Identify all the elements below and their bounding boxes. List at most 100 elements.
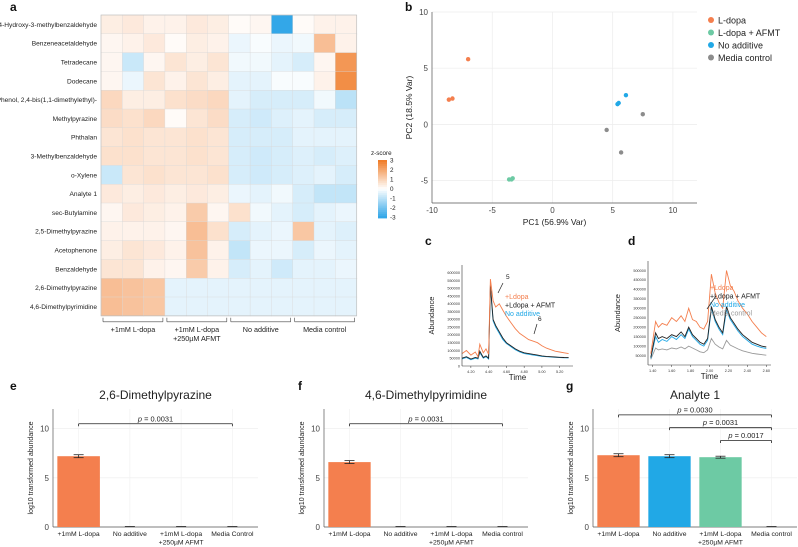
legend-label: L-dopa xyxy=(718,16,746,26)
x-tick-label: 1.80 xyxy=(687,369,694,373)
y-axis-label: log10 transformed abundance xyxy=(28,421,35,514)
heatmap-cell xyxy=(100,296,123,317)
heatmap-cell xyxy=(271,33,294,54)
x-tick-label: -10 xyxy=(426,206,438,215)
heatmap-cell xyxy=(313,202,336,223)
heatmap-cell xyxy=(164,278,187,298)
y-tick-label: 0 xyxy=(316,523,321,532)
heatmap-cell xyxy=(335,33,358,54)
legend-gradient-step xyxy=(378,216,387,219)
heatmap-cell xyxy=(122,33,145,54)
legend-tick: -1 xyxy=(390,196,396,203)
heatmap-cell xyxy=(185,221,208,242)
legend-gradient-step xyxy=(378,208,387,211)
bar-panel-g: Analyte 1 0 5 10 +1mM L-dopa No additive +1mM … xyxy=(568,388,797,547)
legend-gradient-step xyxy=(378,212,387,215)
heatmap-cell xyxy=(207,202,230,223)
trace-line xyxy=(461,278,569,359)
bar-panel-e: 2,6-Dimethylpyrazine 0 5 10 +1mM L-dopa No ad… xyxy=(28,388,258,547)
x-tick-label: 0 xyxy=(550,206,555,215)
y-axis-label: Abundance xyxy=(613,294,622,332)
chart-title: 2,6-Dimethylpyrazine xyxy=(99,388,212,402)
heatmap-cell xyxy=(100,14,123,35)
heatmap-cell xyxy=(185,33,208,54)
x-tick-label: 4.40 xyxy=(485,370,492,374)
heatmap-cell xyxy=(207,240,230,260)
y-tick-label: 500000 xyxy=(447,287,460,291)
heatmap-cell xyxy=(185,278,208,298)
heatmap-cell xyxy=(271,146,294,166)
panel-letter-b: b xyxy=(405,0,412,14)
heatmap-cell xyxy=(292,108,315,129)
legend-gradient-step xyxy=(378,194,387,198)
heatmap-cell xyxy=(122,146,145,166)
heatmap-cell xyxy=(292,296,315,317)
heatmap-cell xyxy=(143,127,166,148)
heatmap-cell xyxy=(100,89,123,110)
heatmap-cell xyxy=(164,240,187,260)
heatmap-cell xyxy=(313,33,336,54)
legend-tick: 3 xyxy=(390,158,394,165)
heatmap-row-label: 3-Methylbenzaldehyde xyxy=(31,154,98,161)
legend-gradient-step xyxy=(378,204,387,207)
heatmap-cell xyxy=(335,127,358,148)
x-tick-label: 10 xyxy=(668,206,677,215)
heatmap-cell xyxy=(228,52,251,72)
legend-gradient-step xyxy=(378,210,387,213)
heatmap-cell xyxy=(122,221,145,242)
legend-gradient-step xyxy=(378,165,387,169)
annotation-label: 5 xyxy=(506,274,510,281)
legend-marker xyxy=(708,17,714,23)
scatter-point xyxy=(510,176,515,181)
heatmap-cell xyxy=(335,89,358,110)
bar xyxy=(648,456,691,527)
trace-line xyxy=(650,337,767,360)
heatmap-cell xyxy=(313,278,336,298)
heatmap-cell xyxy=(143,52,166,72)
scatter-point xyxy=(450,96,455,101)
legend-gradient-step xyxy=(378,169,387,172)
scatter-point xyxy=(623,92,629,98)
y-axis-label: log10 transformed abundance xyxy=(568,421,575,514)
heatmap-cell xyxy=(185,259,208,279)
heatmap-cell xyxy=(185,14,208,35)
p-value: = 0.0017 xyxy=(733,431,764,440)
heatmap-cell xyxy=(249,89,272,110)
y-tick-label: 10 xyxy=(580,425,589,434)
heatmap-cell xyxy=(185,89,208,110)
heatmap-cell xyxy=(100,259,123,279)
heatmap-cell xyxy=(313,296,336,317)
heatmap-cell xyxy=(249,33,272,54)
heatmap-cell xyxy=(207,14,230,35)
y-tick-label: 350000 xyxy=(447,310,460,314)
heatmap-cell xyxy=(164,52,187,72)
heatmap-cell xyxy=(185,183,208,204)
legend-gradient-step xyxy=(378,202,387,205)
heatmap-cell xyxy=(122,183,145,204)
x-tick-label: +1mM L-dopa xyxy=(58,531,100,538)
heatmap-cell xyxy=(207,221,230,242)
heatmap-row-label: 2,5-Dimethylpyrazine xyxy=(35,229,97,236)
y-tick-label: -5 xyxy=(421,177,429,186)
heatmap-cell xyxy=(164,259,187,279)
heatmap-cell xyxy=(335,240,358,260)
heatmap-cell xyxy=(249,202,272,223)
p-value: = 0.0031 xyxy=(142,414,173,423)
p-symbol: p xyxy=(137,414,142,423)
heatmap-cell xyxy=(122,202,145,223)
legend-gradient-step xyxy=(378,189,387,192)
heatmap-cell xyxy=(100,146,123,166)
heatmap-cell xyxy=(100,108,123,129)
heatmap-cell xyxy=(292,127,315,148)
legend-label: No additive xyxy=(710,302,745,309)
heatmap-cell xyxy=(100,202,123,223)
heatmap-group-label: +1mM L-dopa xyxy=(111,325,156,334)
heatmap-cell xyxy=(271,221,294,242)
heatmap-cell xyxy=(122,165,145,185)
heatmap-cell xyxy=(335,202,358,223)
chromatogram-c-panel: 4.20 4.40 4.60 4.80 5.00 5.20 0 50000 100000 1500… xyxy=(427,265,573,382)
heatmap-border xyxy=(100,14,357,317)
heatmap-cell xyxy=(228,165,251,185)
heatmap-cell xyxy=(249,221,272,242)
